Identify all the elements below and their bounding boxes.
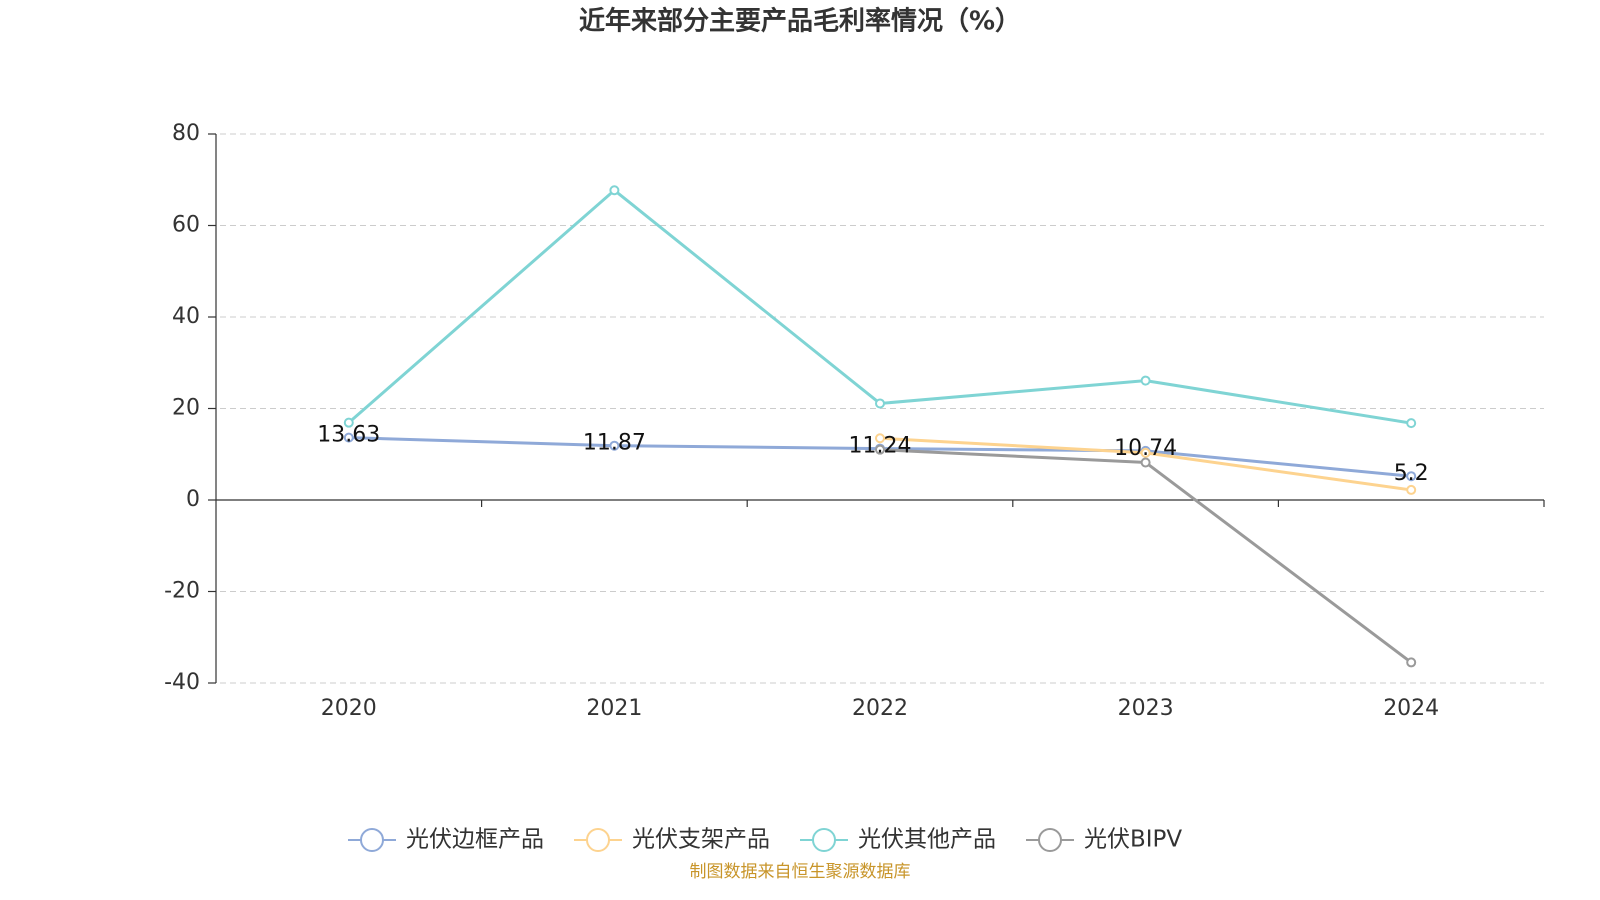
legend-marker (1038, 828, 1062, 852)
legend-marker (812, 828, 836, 852)
legend-label: 光伏其他产品 (858, 827, 996, 853)
source-note: 制图数据来自恒生聚源数据库 (690, 862, 911, 882)
data-point (343, 432, 354, 443)
y-tick-label: 60 (172, 213, 200, 238)
data-label: 11.24 (849, 434, 912, 459)
chart-title: 近年来部分主要产品毛利率情况（%） (579, 6, 1021, 37)
data-point (875, 444, 885, 455)
legend-marker (360, 828, 384, 852)
data-point (1406, 484, 1417, 495)
data-point (1140, 457, 1151, 468)
y-tick-label: -20 (164, 579, 200, 604)
y-tick-label: 80 (172, 121, 200, 146)
data-label: 11.87 (583, 431, 646, 456)
data-point (1406, 471, 1417, 482)
y-tick-label: 40 (172, 304, 200, 329)
data-point (1406, 418, 1417, 429)
data-point (1140, 375, 1151, 386)
data-point (1140, 447, 1151, 458)
data-point (609, 440, 620, 451)
y-tick-label: -40 (164, 670, 200, 695)
series-line (879, 448, 1413, 664)
legend-label: 光伏边框产品 (406, 827, 544, 853)
data-point (343, 417, 354, 428)
data-point (609, 185, 620, 196)
y-tick-label: 20 (172, 396, 200, 421)
data-point (875, 433, 885, 444)
x-tick-label: 2023 (1118, 696, 1174, 721)
data-point (875, 398, 885, 409)
x-tick-label: 2024 (1383, 696, 1439, 721)
data-label: 5.2 (1394, 461, 1429, 486)
legend-label: 光伏BIPV (1084, 827, 1182, 853)
x-tick-label: 2020 (321, 696, 377, 721)
data-label: 10.74 (1114, 436, 1177, 461)
x-tick-label: 2022 (852, 696, 908, 721)
legend-marker (586, 828, 610, 852)
y-tick-label: 0 (186, 487, 200, 512)
data-point (1406, 657, 1417, 668)
legend-label: 光伏支架产品 (632, 827, 770, 853)
x-tick-label: 2021 (586, 696, 642, 721)
data-label: 13.63 (317, 423, 380, 448)
